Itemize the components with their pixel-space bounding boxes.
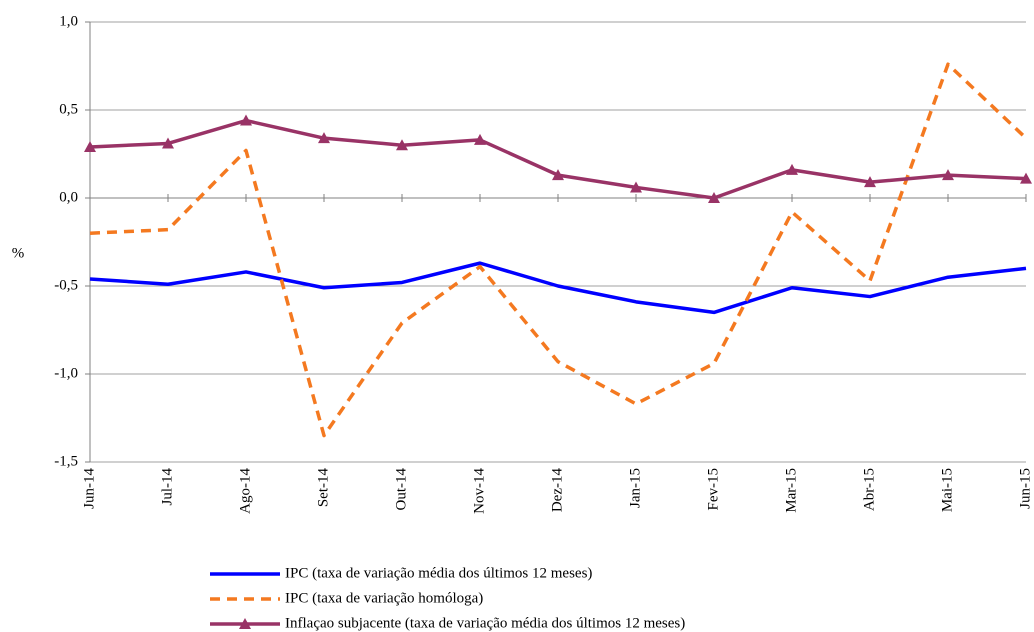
marker: [474, 133, 486, 145]
x-tick-label: Ago-14: [237, 468, 253, 514]
y-tick-label: 0,0: [59, 189, 78, 205]
marker: [942, 169, 954, 181]
x-tick-label: Abr-15: [861, 468, 877, 511]
marker: [864, 176, 876, 188]
x-tick-label: Set-14: [315, 468, 331, 508]
series-line: [89, 261, 1027, 315]
series-line: [89, 62, 1028, 438]
marker: [84, 140, 96, 152]
marker: [708, 192, 720, 203]
x-tick-label: Jul-14: [159, 468, 175, 506]
marker: [786, 163, 798, 175]
marker: [1020, 172, 1032, 184]
x-tick-label: Jun-15: [1017, 468, 1033, 509]
x-tick-label: Jan-15: [627, 468, 643, 508]
y-tick-label: -0,5: [54, 277, 78, 293]
x-tick-label: Nov-14: [471, 468, 487, 514]
x-tick-label: Mai-15: [939, 468, 955, 512]
marker: [630, 181, 642, 193]
y-tick-label: -1,0: [54, 365, 78, 381]
x-tick-label: Fev-15: [705, 468, 721, 511]
y-tick-label: 0,5: [59, 101, 78, 117]
x-tick-label: Mar-15: [783, 468, 799, 513]
legend-label: IPC (taxa de variação homóloga): [285, 590, 483, 606]
legend-marker: [239, 618, 251, 629]
marker: [240, 114, 252, 126]
marker: [162, 137, 174, 149]
marker: [318, 132, 330, 144]
marker: [396, 139, 408, 151]
marker: [552, 169, 564, 181]
x-tick-label: Out-14: [393, 468, 409, 511]
y-tick-label: -1,5: [54, 453, 78, 469]
x-tick-label: Jun-14: [81, 468, 97, 509]
y-tick-label: 1,0: [59, 13, 78, 29]
x-tick-label: Dez-14: [549, 468, 565, 513]
series-line: [89, 118, 1027, 200]
legend-label: IPC (taxa de variação média dos últimos …: [285, 565, 592, 581]
legend-label: Inflaçao subjacente (taxa de variação mé…: [285, 615, 685, 631]
y-axis-title: %: [12, 245, 25, 261]
